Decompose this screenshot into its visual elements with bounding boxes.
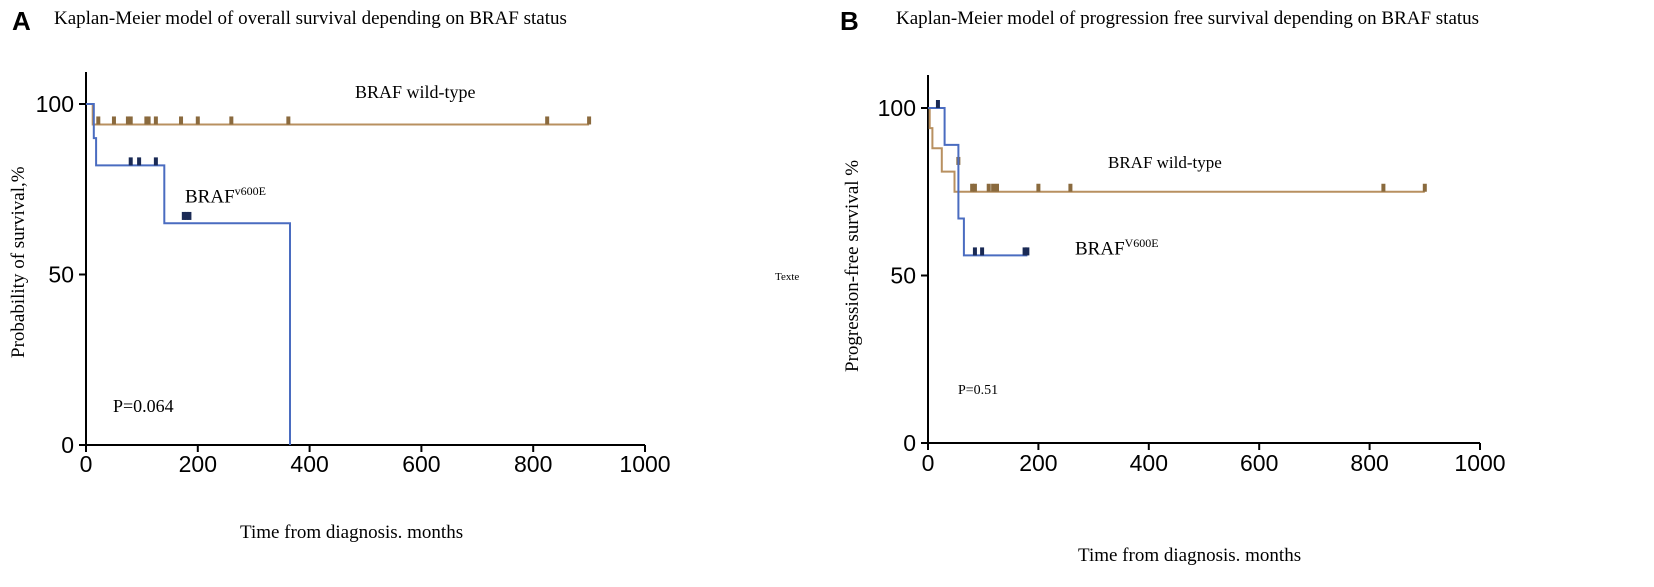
panel-a-x-tick-label: 0 [80, 451, 93, 477]
panel-b-series-v600e-censor-mark [980, 247, 985, 256]
panel-a-series-wild-type-censor-mark [587, 116, 592, 125]
panel-b-p-value: P=0.51 [958, 383, 999, 398]
floating-text-label: Texte [775, 271, 800, 283]
panel-b-x-tick-label: 400 [1130, 450, 1168, 476]
panel-b-series-wild-type-line [928, 107, 1425, 193]
panel-a-series-wild-type-censor-mark [195, 116, 200, 125]
panel-a-x-tick-label: 200 [179, 451, 217, 477]
panel-b-series-v600e-censor-mark [1022, 247, 1027, 256]
panel-b-series-wild-type-censor-mark [1381, 183, 1386, 192]
panel-b-series-v600e-censor-mark [972, 247, 977, 256]
panel-b-legend-v600e: BRAFV600E [1075, 236, 1159, 260]
panel-a-series-v600e-censor-mark [137, 157, 142, 166]
panel-b-series-wild-type-censor-mark [995, 183, 999, 192]
panel-b-y-tick-label: 100 [878, 95, 916, 121]
panel-a-legend-v600e: BRAFv600E [185, 184, 266, 208]
panel-b-x-axis-label: Time from diagnosis. months [1078, 545, 1302, 566]
panel-b-series-wild-type-censor-mark [986, 183, 991, 192]
panel-b-series-v600e-line [928, 107, 1028, 257]
panel-a-series-wild-type-censor-mark [179, 116, 184, 125]
panel-a-x-tick-label: 800 [514, 451, 552, 477]
panel-b-series-v600e-censor-mark [1025, 247, 1030, 256]
panel-a-series-wild-type-censor-mark [125, 116, 130, 125]
panel-a-series-v600e-censor-mark [153, 157, 158, 166]
panel-a-legend-wild-type: BRAF wild-type [355, 82, 476, 102]
panel-a-series-wild-type-censor-mark [128, 116, 133, 125]
panel-b-letter: B [840, 6, 859, 36]
panel-a-y-tick-label: 100 [36, 91, 74, 117]
panel-b-x-tick-label: 200 [1019, 450, 1057, 476]
panel-b-plot: 0 200 400 600 800 1000 0 50 100 [878, 75, 1506, 476]
panel-a-series-wild-type-censor-mark [153, 116, 158, 125]
panel-a-series-wild-type-censor-mark [229, 116, 234, 125]
panel-a-series-v600e-censor-mark [184, 211, 189, 220]
panel-a-p-value: P=0.064 [113, 396, 174, 416]
panel-a-x-axis-label: Time from diagnosis. months [240, 522, 464, 543]
panel-a-series-wild-type-censor-mark [111, 116, 116, 125]
panel-a-series-wild-type-censor-mark [96, 116, 101, 125]
panel-a-x-tick-label: 400 [290, 451, 328, 477]
panel-a-y-tick-label: 50 [48, 262, 74, 288]
panel-b-x-tick-label: 800 [1350, 450, 1388, 476]
panel-a-series-wild-type-censor-mark [144, 116, 149, 125]
panel-a-series-wild-type-censor-mark [545, 116, 550, 125]
panel-a-legend-v600e-base: BRAF [185, 186, 235, 208]
panel-b-legend-v600e-super: V600E [1124, 236, 1159, 250]
panel-b-x-tick-label: 1000 [1454, 450, 1505, 476]
panel-a-legend-v600e-super: v600E [234, 184, 266, 198]
panel-a-plot: 0 200 400 600 800 1000 0 50 100 [36, 72, 671, 477]
panel-a-letter: A [12, 6, 31, 36]
panel-a-y-tick-label: 0 [61, 432, 74, 458]
panel-a-series-v600e-line [86, 103, 291, 445]
panel-b-series-v600e-censor-mark [935, 100, 940, 108]
panel-a-series-wild-type-line [86, 103, 590, 126]
panel-b-series-wild-type-censor-mark [1068, 183, 1073, 192]
panel-b-title: Kaplan-Meier model of progression free s… [896, 8, 1480, 29]
panel-a-x-tick-label: 600 [402, 451, 440, 477]
panel-a-series-v600e-censor-mark [181, 211, 186, 220]
panel-a-title: Kaplan-Meier model of overall survival d… [54, 8, 567, 29]
panel-a-series-v600e-censor-mark [128, 157, 133, 166]
panel-b-series-wild-type-censor-mark [972, 183, 977, 192]
panel-a-x-tick-label: 1000 [619, 451, 670, 477]
panel-a-series-wild-type-censor-mark [286, 116, 291, 125]
panel-b-legend-v600e-base: BRAF [1075, 238, 1125, 260]
panel-b-legend-wild-type: BRAF wild-type [1108, 153, 1222, 172]
panel-b-y-tick-label: 0 [903, 430, 916, 456]
panel-a-series-v600e-censor-mark [187, 211, 192, 220]
panel-b-x-tick-label: 0 [922, 450, 935, 476]
panel-b-x-tick-label: 600 [1240, 450, 1278, 476]
panel-b-series-wild-type-censor-mark [1422, 183, 1427, 192]
panel-a-series-wild-type-censor-mark [146, 116, 151, 125]
panel-b-series-wild-type-censor-mark [970, 183, 975, 192]
panel-b-y-tick-label: 50 [890, 263, 916, 289]
panel-b-series-wild-type-censor-mark [991, 183, 996, 192]
panel-b-series-wild-type-censor-mark [1036, 183, 1041, 192]
